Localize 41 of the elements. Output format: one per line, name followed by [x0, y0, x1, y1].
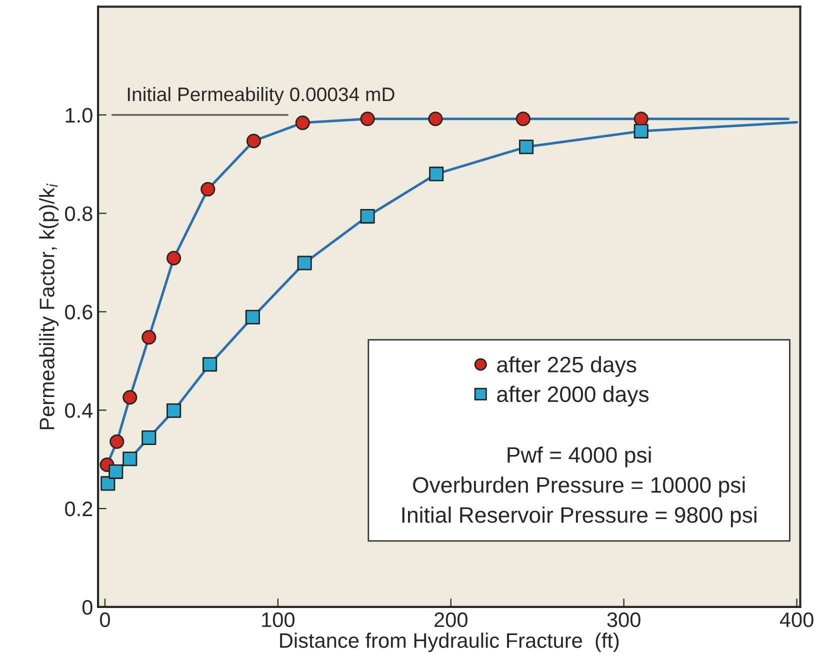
- annotation: Overburden Pressure = 10000 psi: [413, 476, 745, 498]
- point: [142, 430, 156, 445]
- point: [295, 116, 310, 130]
- point: [519, 140, 534, 154]
- point: [246, 134, 261, 148]
- x-tick-label: 0: [100, 612, 110, 628]
- x-tick-label: 100: [262, 612, 294, 628]
- point: [100, 476, 116, 491]
- x-axis-title: Distance from Hydraulic Fracture (ft): [280, 632, 619, 652]
- point: [202, 357, 218, 372]
- point: [429, 166, 444, 182]
- ref-line-label: Initial Permeability 0.00034 mD: [128, 86, 394, 106]
- point: [142, 330, 156, 345]
- point: [166, 250, 182, 266]
- x-tick-label: 300: [607, 612, 640, 628]
- y-axis-title: Permeability Factor, k(p)/k$_{i}$: [39, 184, 59, 430]
- annotation: Initial Reservoir Pressure = 9800 psi: [402, 506, 756, 528]
- y-tick-label: 0.8: [65, 206, 92, 222]
- point: [516, 112, 530, 126]
- x-tick-label: 400: [780, 612, 814, 628]
- point: [297, 256, 312, 270]
- y-tick-label: 1.0: [66, 108, 92, 123]
- point: [428, 112, 443, 126]
- point: [110, 434, 124, 449]
- point: [166, 403, 182, 418]
- y-tick-label: 0.2: [65, 502, 92, 516]
- point: [108, 464, 124, 479]
- point: [200, 182, 216, 197]
- y-tick-label: 0.6: [65, 304, 92, 320]
- x-tick-label: 200: [434, 612, 468, 628]
- point: [360, 209, 375, 224]
- point: [122, 390, 138, 405]
- legend-label: after 2000 days: [497, 386, 649, 406]
- point: [245, 310, 260, 324]
- point: [634, 124, 648, 138]
- annotation: Pwf = 4000 psi: [508, 446, 651, 468]
- point: [122, 452, 138, 466]
- legend-label: after 225 days: [497, 356, 636, 377]
- y-tick-label: 0.4: [65, 403, 93, 418]
- y-tick-label: 0: [82, 600, 92, 615]
- point: [360, 112, 375, 126]
